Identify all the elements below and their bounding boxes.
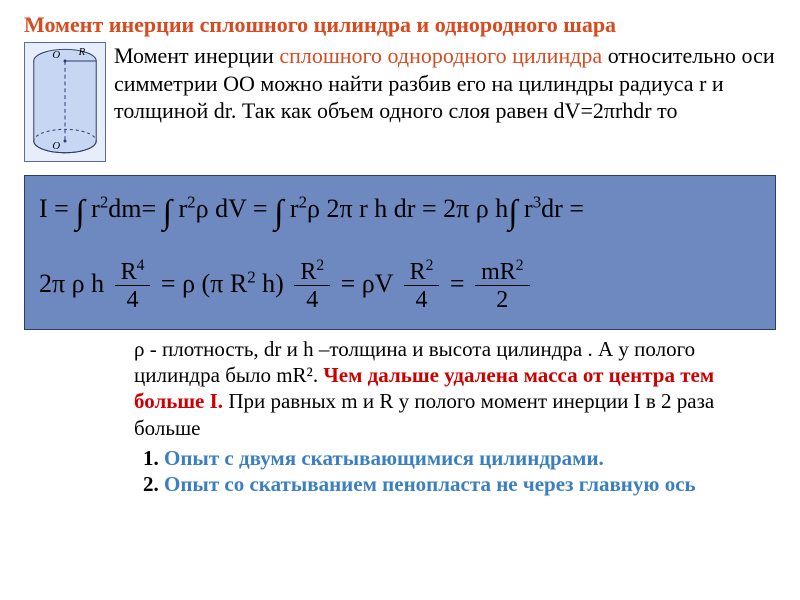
f2-m1: = ρ (π R: [161, 269, 247, 298]
f1-int4: ∫: [508, 186, 517, 240]
f1-p10: r: [283, 194, 298, 223]
f2-f3ns: 2: [426, 257, 434, 274]
body-paragraph: ρ - плотность, dr и h –толщина и высота …: [134, 336, 776, 441]
list-item-2: Опыт со скатыванием пенопласта не через …: [164, 471, 776, 497]
formula-box: I = ∫ r2dm= ∫ r2ρ dV = ∫ r2ρ 2π r h dr =…: [24, 175, 776, 330]
label-r: R: [78, 47, 86, 59]
f1-s15: 3: [533, 193, 541, 212]
frac-1: R4 4: [115, 257, 151, 315]
f2-f1ns: 4: [137, 257, 145, 274]
f2-f2ns: 2: [316, 257, 324, 274]
cylinder-diagram: O R O: [24, 42, 106, 167]
f1-p14: r: [518, 194, 533, 223]
f2-f4d: 2: [475, 286, 529, 315]
intro-row: O R O Момент инерции сплошного однородно…: [24, 42, 776, 167]
f2-f1n: R: [121, 259, 137, 285]
intro-prefix: Момент инерции: [114, 43, 279, 68]
f1-p0: I =: [39, 194, 75, 223]
f2-m3: =: [450, 269, 471, 298]
slide-title: Момент инерции сплошного цилиндра и одно…: [24, 12, 776, 38]
f2-f1d: 4: [115, 286, 151, 315]
f1-p16: dr =: [541, 194, 584, 223]
formula-line-1: I = ∫ r2dm= ∫ r2ρ dV = ∫ r2ρ 2π r h dr =…: [39, 186, 761, 240]
slide: Момент инерции сплошного цилиндра и одно…: [0, 0, 800, 509]
f2-f2n: R: [300, 259, 316, 285]
f1-p2: r: [85, 194, 100, 223]
f2-m2: = ρV: [341, 269, 400, 298]
frac-2: R2 4: [294, 257, 330, 315]
f2-f4ns: 2: [516, 257, 524, 274]
f1-p4: dm=: [108, 194, 162, 223]
f1-p12: ρ 2π r h dr = 2π ρ h: [307, 194, 508, 223]
f2-m1b: h): [256, 269, 291, 298]
intro-highlight: сплошного однородного цилиндра: [279, 43, 602, 68]
label-o-bottom: O: [52, 140, 60, 152]
list-item-2-text: Опыт со скатыванием пенопласта не через …: [164, 472, 696, 496]
frac-3: R2 4: [404, 257, 440, 315]
f2-f3d: 4: [404, 286, 440, 315]
f1-p6: r: [172, 194, 187, 223]
f1-s11: 2: [299, 193, 307, 212]
cylinder-icon: O R O: [24, 42, 106, 162]
f1-int1: ∫: [75, 186, 84, 240]
f2-f2d: 4: [294, 286, 330, 315]
formula-line-2: 2π ρ h R44 = ρ (π R2 h) R24 = ρV R24 = m…: [39, 257, 761, 315]
list-item-1-text: Опыт с двумя скатывающимися цилиндрами.: [164, 446, 604, 470]
f1-s3: 2: [100, 193, 108, 212]
f2-m1s: 2: [247, 267, 255, 286]
body-block: ρ - плотность, dr и h –толщина и высота …: [134, 336, 776, 498]
frac-4: mR2 2: [475, 257, 529, 315]
f2-f3n: R: [410, 259, 426, 285]
f1-int2: ∫: [163, 186, 172, 240]
list-item-1: Опыт с двумя скатывающимися цилиндрами.: [164, 445, 776, 471]
label-o-top: O: [52, 49, 60, 61]
f1-p8: ρ dV =: [196, 194, 274, 223]
intro-text: Момент инерции сплошного однородного цил…: [114, 42, 776, 167]
f2-f4n: mR: [481, 259, 516, 285]
f1-s7: 2: [187, 193, 195, 212]
f1-int3: ∫: [274, 186, 283, 240]
f2-pre: 2π ρ h: [39, 269, 111, 298]
experiment-list: Опыт с двумя скатывающимися цилиндрами. …: [140, 445, 776, 498]
